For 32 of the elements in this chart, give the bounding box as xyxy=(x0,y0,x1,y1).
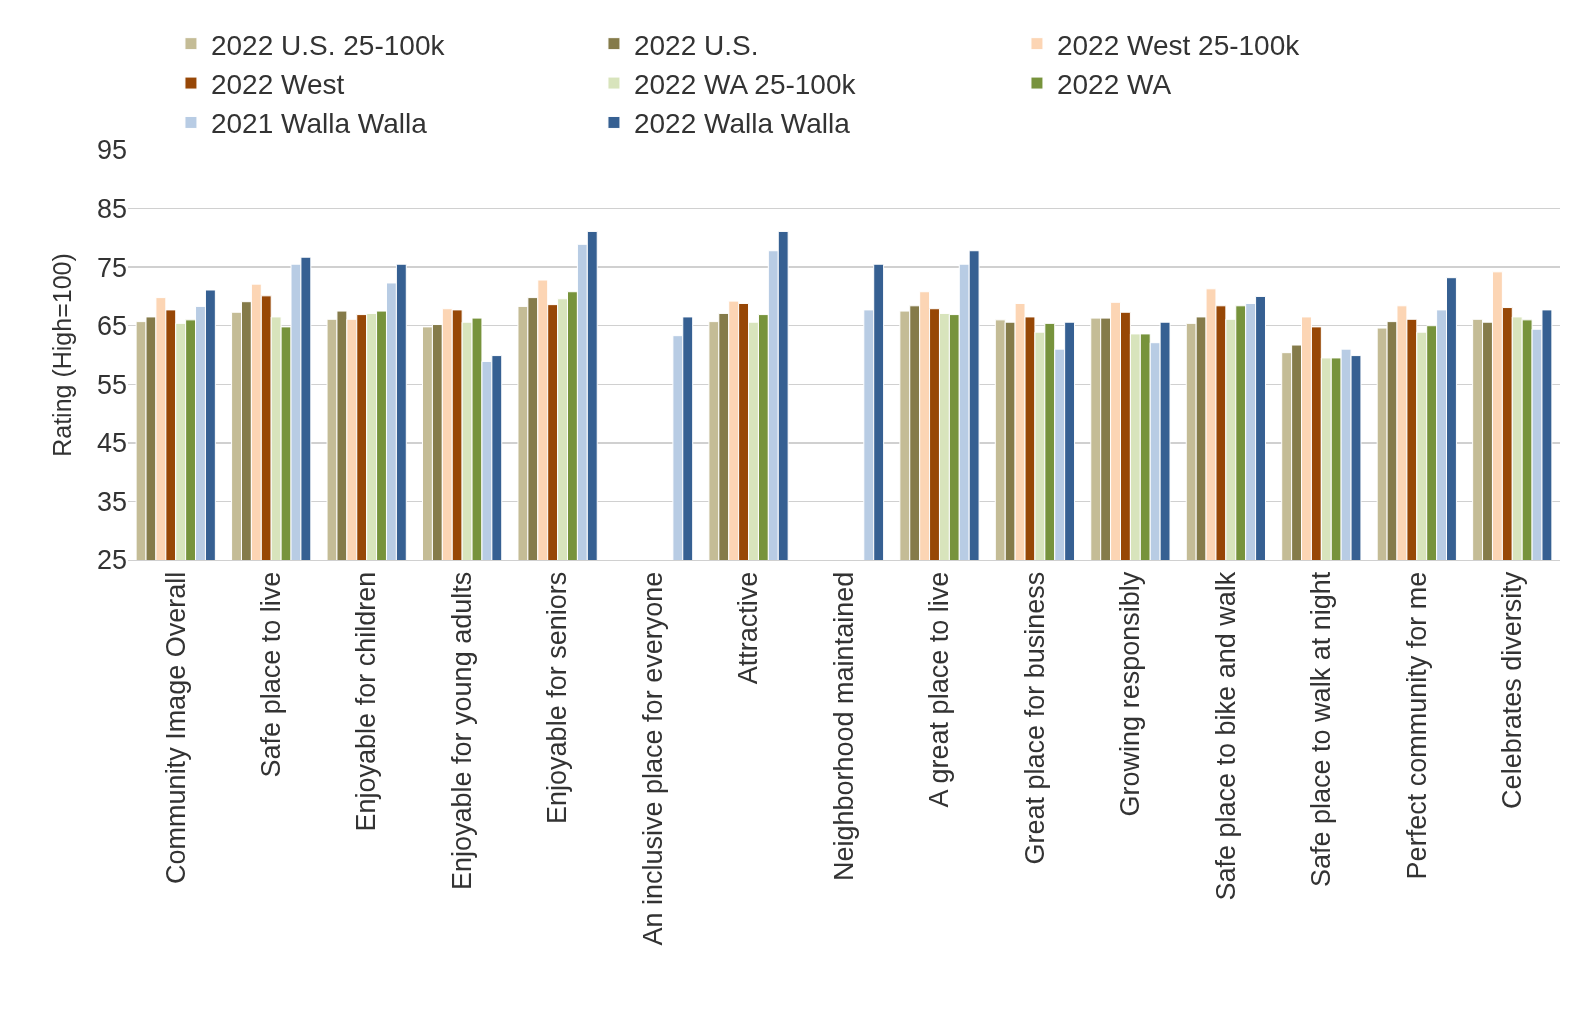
x-tick-label: Growing responsibly xyxy=(1115,571,1146,817)
x-tick-label: Community Image Overall xyxy=(160,571,191,884)
x-tick-label: Enjoyable for children xyxy=(351,571,382,832)
y-axis-title: Rating (High=100) xyxy=(47,253,76,457)
legend-label: 2022 WA 25-100k xyxy=(633,68,857,100)
x-tick-label: Celebrates diversity xyxy=(1497,571,1528,809)
y-tick-label: 65 xyxy=(96,311,127,342)
legend-label: 2022 U.S. 25-100k xyxy=(210,29,446,61)
x-tick-label: Neighborhood maintained xyxy=(828,571,859,882)
x-tick-label: Enjoyable for young adults xyxy=(446,571,477,891)
legend-label: 2022 WA xyxy=(1056,68,1172,100)
y-tick-label: 75 xyxy=(96,252,127,283)
x-tick-label: Great place for business xyxy=(1019,571,1050,865)
x-tick-label: An inclusive place for everyone xyxy=(637,571,668,946)
legend-label: 2021 Walla Walla xyxy=(210,108,428,140)
legend-label: 2022 West 25-100k xyxy=(1056,29,1301,61)
legend-label: 2022 Walla Walla xyxy=(633,108,851,140)
y-tick-label: 25 xyxy=(96,545,127,576)
y-tick-label: 85 xyxy=(96,194,127,225)
legend-label: 2022 West xyxy=(210,68,345,100)
x-tick-label: Safe place to walk at night xyxy=(1306,571,1337,887)
legend-label: 2022 U.S. xyxy=(633,29,759,61)
x-tick-label: Attractive xyxy=(733,571,764,685)
y-tick-label: 45 xyxy=(96,428,127,459)
x-tick-label: Safe place to live xyxy=(255,571,286,778)
x-tick-label: Perfect community for me xyxy=(1401,571,1432,880)
x-tick-label: Enjoyable for seniors xyxy=(542,571,573,824)
y-tick-label: 35 xyxy=(96,486,127,517)
y-tick-label: 95 xyxy=(96,135,127,166)
x-tick-label: A great place to live xyxy=(924,571,955,808)
y-tick-label: 55 xyxy=(96,369,127,400)
x-tick-label: Safe place to bike and walk xyxy=(1210,571,1241,901)
